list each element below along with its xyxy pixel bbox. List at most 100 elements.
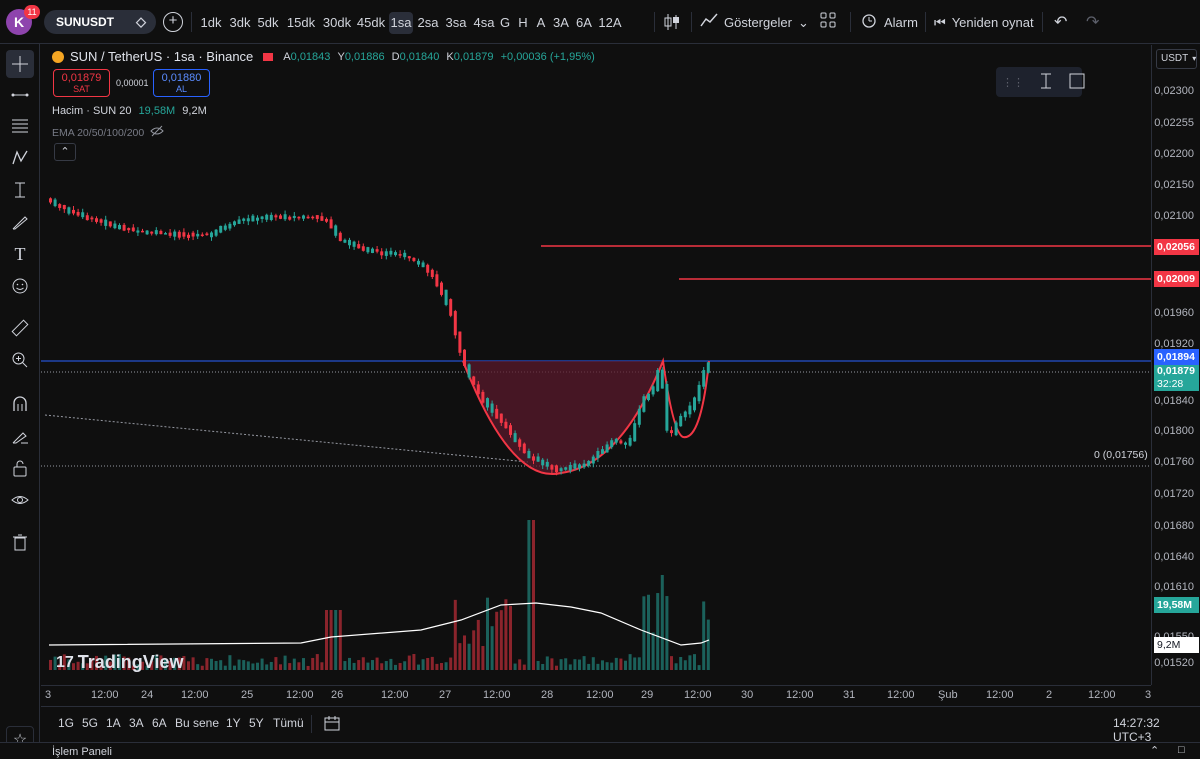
timeframe-4sa[interactable]: 4sa [473, 15, 495, 30]
volume-bar [343, 661, 347, 670]
trash-icon[interactable] [6, 528, 34, 556]
timeframe-3a[interactable]: 3A [553, 15, 569, 30]
indicators-button[interactable]: Göstergeler [700, 12, 800, 34]
trend-line-icon[interactable] [6, 81, 34, 109]
replay-button[interactable]: ⏮ Yeniden oynat [934, 12, 1034, 34]
timeframe-1dk[interactable]: 1dk [200, 15, 222, 30]
collapse-legend-button[interactable]: ⌃ [54, 143, 76, 161]
redo-icon[interactable]: ↷ [1086, 14, 1100, 31]
emoji-icon[interactable] [6, 272, 34, 300]
sell-button[interactable]: 0,01879 SAT [53, 69, 110, 97]
candle-body [191, 232, 195, 237]
timeframe-3sa[interactable]: 3sa [445, 15, 467, 30]
magnet-icon[interactable] [6, 390, 34, 418]
buy-button[interactable]: 0,01880 AL [153, 69, 210, 97]
candle-body [49, 198, 52, 203]
timeframe-30dk[interactable]: 30dk [322, 15, 352, 30]
candle-body [596, 451, 600, 459]
candle-body [95, 218, 98, 222]
price-chart[interactable] [41, 45, 1151, 685]
brush-icon[interactable] [6, 208, 34, 236]
currency-selector[interactable]: USDT ▾ [1156, 49, 1197, 69]
chevron-up-icon[interactable]: ⌃ [1150, 745, 1160, 757]
volume-bar [311, 657, 315, 670]
crosshair-icon[interactable] [6, 50, 34, 78]
candle-style-icon[interactable] [663, 12, 683, 34]
volume-bar [90, 658, 94, 670]
candle-body [279, 215, 282, 219]
range-3a[interactable]: 3A [129, 716, 144, 730]
text-tool-icon[interactable]: T [14, 243, 26, 264]
candle-body [325, 218, 328, 222]
timeframe-15dk[interactable]: 15dk [286, 15, 316, 30]
flag-icon[interactable] [263, 52, 274, 61]
rectangle-icon[interactable] [1068, 72, 1086, 93]
lock-drawing-icon[interactable] [6, 422, 34, 450]
lock-icon[interactable] [6, 454, 34, 482]
time-tick: Şub [938, 689, 958, 701]
line-price-tag: 0,01894 [1154, 349, 1199, 365]
timeframe-3dk[interactable]: 3dk [229, 15, 251, 30]
text-cursor-icon[interactable] [1038, 72, 1054, 93]
range-1y[interactable]: 1Y [226, 716, 241, 730]
range-6a[interactable]: 6A [152, 716, 167, 730]
diamond-icon[interactable]: ◇ [136, 14, 146, 29]
clock[interactable]: 14:27:32 UTC+3 [1113, 716, 1160, 744]
timeframe-5dk[interactable]: 5dk [257, 15, 279, 30]
timeframe-12a[interactable]: 12A [598, 15, 622, 30]
timeframe-h[interactable]: H [518, 15, 528, 30]
candle-body [371, 248, 374, 253]
candle-body [214, 229, 218, 236]
candle-body [260, 216, 264, 220]
time-axis[interactable]: 3 12:00 24 12:00 25 12:00 26 12:00 27 12:00 28 12:0… [41, 685, 1151, 705]
timeframe-45dk[interactable]: 45dk [356, 15, 386, 30]
timeframe-2sa[interactable]: 2sa [417, 15, 439, 30]
calendar-icon[interactable] [323, 714, 341, 735]
text-cursor-icon[interactable] [6, 176, 34, 204]
range-5g[interactable]: 5G [82, 716, 99, 730]
range-ytd[interactable]: Bu sene [175, 716, 220, 730]
pattern-icon[interactable] [6, 144, 34, 172]
timeframe-6a[interactable]: 6A [576, 15, 592, 30]
maximize-icon[interactable]: □ [1178, 744, 1185, 756]
volume-bar [545, 656, 549, 670]
chevron-down-icon[interactable]: ⌄ [798, 15, 809, 30]
time-tick: 12:00 [91, 689, 119, 701]
fib-levels-icon[interactable] [6, 112, 34, 140]
range-all[interactable]: Tümü [273, 716, 304, 730]
price-axis[interactable]: USDT ▾ 0,02300 0,02255 0,02200 0,02150 0,… [1151, 45, 1200, 685]
range-1g[interactable]: 1G [58, 716, 75, 730]
zoom-in-icon[interactable] [6, 346, 34, 374]
timeframe-1sa[interactable]: 1sa [389, 12, 413, 34]
time-tick: 12:00 [786, 689, 814, 701]
candle-body [541, 459, 545, 466]
time-tick: 25 [241, 689, 254, 701]
chart-canvas[interactable] [41, 45, 1151, 685]
volume-bar [587, 663, 591, 670]
drag-handle-icon[interactable]: ⋮⋮ [1002, 76, 1024, 89]
candle-body [601, 449, 604, 454]
undo-icon[interactable]: ↶ [1054, 14, 1068, 31]
compare-symbol-button[interactable]: + [163, 12, 183, 32]
symbol-search[interactable]: SUNUSDT ◇ [44, 10, 156, 34]
range-1a[interactable]: 1A [106, 716, 121, 730]
candle-body [555, 465, 558, 473]
volume-bar [536, 660, 540, 670]
alarm-button[interactable]: Alarm [860, 12, 920, 34]
divider [311, 715, 312, 733]
volume-bar [118, 654, 121, 670]
volume-bar [187, 661, 190, 670]
volume-bar [499, 610, 503, 670]
divider [654, 12, 655, 32]
eye-icon[interactable] [6, 486, 34, 514]
layouts-grid-icon[interactable] [820, 12, 840, 34]
eye-off-icon[interactable] [150, 125, 164, 140]
trading-panel-label[interactable]: İşlem Paneli [52, 746, 112, 758]
ruler-icon[interactable] [6, 314, 34, 342]
volume-bar [463, 635, 466, 670]
volume-bar [274, 657, 278, 670]
range-5y[interactable]: 5Y [249, 716, 264, 730]
volume-bar [633, 657, 637, 670]
timeframe-a[interactable]: A [536, 15, 546, 30]
timeframe-g[interactable]: G [499, 15, 511, 30]
